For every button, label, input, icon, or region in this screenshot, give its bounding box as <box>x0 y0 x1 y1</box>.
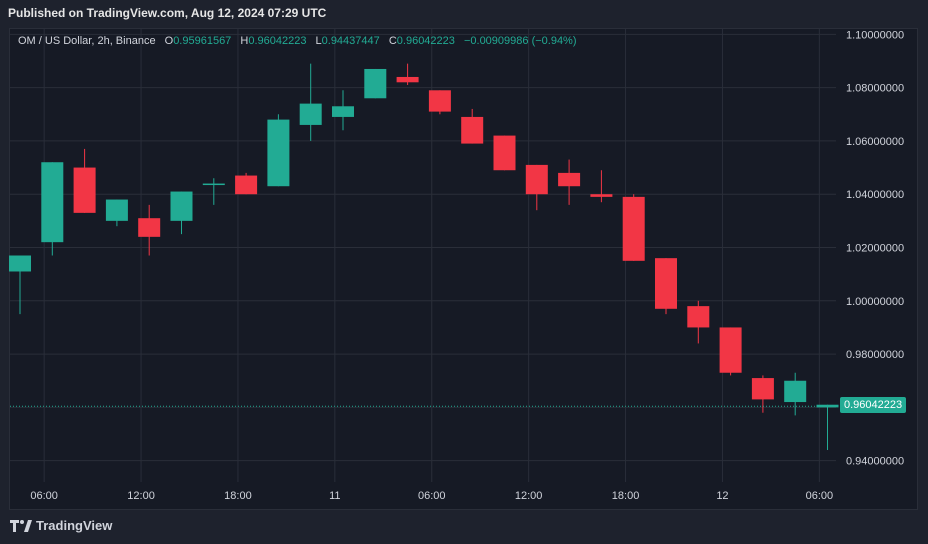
high-value: 0.96042223 <box>248 35 307 47</box>
y-axis-labels: 1.10000000 1.08000000 1.06000000 1.04000000… <box>846 29 904 467</box>
tradingview-brand: TradingView <box>36 518 113 533</box>
y-tick-label: 0.98000000 <box>846 349 904 361</box>
symbol-title: OM / US Dollar, 2h, Binance <box>18 35 156 47</box>
candle-body <box>590 194 613 197</box>
x-axis-labels: 06:00 12:00 18:00 11 06:00 12:00 18:00 12 06:00 <box>30 490 833 502</box>
y-tick-label: 1.10000000 <box>846 29 904 41</box>
last-price-tag: 0.96042223 <box>840 397 907 414</box>
candle-body <box>299 103 322 125</box>
open-value: 0.95961567 <box>173 35 232 47</box>
candles <box>9 63 839 451</box>
open-label: O <box>164 35 174 47</box>
candle-body <box>9 255 31 272</box>
x-tick-label: 12:00 <box>515 490 543 502</box>
candle-body <box>105 199 128 221</box>
x-tick-label: 18:00 <box>224 490 252 502</box>
candle-body <box>364 68 387 99</box>
low-value: 0.94437447 <box>321 35 380 47</box>
y-tick-label: 1.00000000 <box>846 296 904 308</box>
candle-body <box>267 119 290 187</box>
candle-body <box>719 327 742 373</box>
tradingview-logo-icon <box>10 519 32 532</box>
x-tick-label: 06:00 <box>806 490 834 502</box>
y-tick-label: 0.94000000 <box>846 456 904 468</box>
grid-lines <box>10 29 836 482</box>
symbol-legend: OM / US Dollar, 2h, Binance O0.95961567 … <box>18 35 577 47</box>
candle-body <box>138 218 161 237</box>
y-tick-label: 1.04000000 <box>846 189 904 201</box>
candle-body <box>655 258 677 309</box>
candle-body <box>396 76 419 83</box>
chart-frame[interactable] <box>9 28 918 510</box>
candle-body <box>428 90 451 112</box>
change-value: −0.00909986 (−0.94%) <box>463 35 577 47</box>
candle-body <box>558 172 581 187</box>
candle-body <box>622 196 645 261</box>
candle-body <box>461 116 484 144</box>
candle-body <box>202 183 225 186</box>
candle-body <box>493 135 516 171</box>
candle-body <box>41 162 64 243</box>
x-tick-label: 11 <box>329 490 340 502</box>
close-label: C <box>388 35 397 47</box>
tradingview-footer[interactable]: TradingView <box>10 518 112 533</box>
x-tick-label: 18:00 <box>612 490 640 502</box>
x-tick-label: 12:00 <box>127 490 155 502</box>
x-tick-label: 06:00 <box>418 490 446 502</box>
y-tick-label: 1.08000000 <box>846 83 904 95</box>
candle-body <box>170 191 193 221</box>
low-label: L <box>315 35 322 47</box>
candle-body <box>73 167 96 213</box>
candle-body <box>687 306 710 328</box>
x-tick-label: 06:00 <box>30 490 58 502</box>
candle-body <box>332 106 354 117</box>
candle-body <box>751 378 774 400</box>
candle-body <box>235 175 258 195</box>
y-tick-label: 1.02000000 <box>846 243 904 255</box>
published-caption: Published on TradingView.com, Aug 12, 20… <box>8 6 327 20</box>
candle-body <box>784 380 807 403</box>
high-label: H <box>240 35 249 47</box>
y-tick-label: 1.06000000 <box>846 136 904 148</box>
candle-body <box>816 404 839 408</box>
close-value: 0.96042223 <box>396 35 455 47</box>
x-tick-label: 12 <box>716 490 728 502</box>
candle-body <box>525 164 548 195</box>
